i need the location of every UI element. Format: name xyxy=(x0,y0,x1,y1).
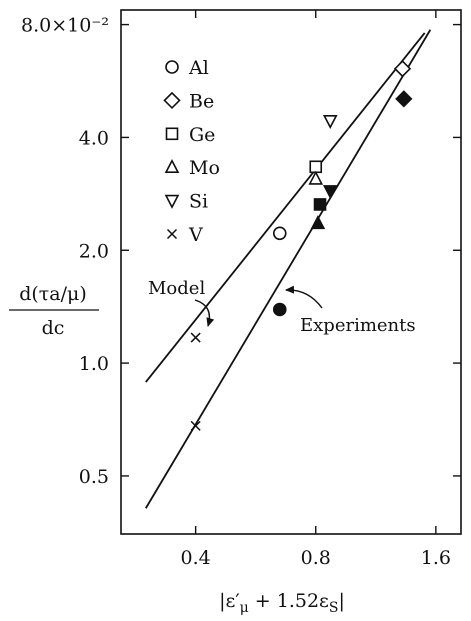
point-experiments-be xyxy=(395,90,413,108)
legend-marker-v xyxy=(166,228,178,240)
annotation-arrow-experiments xyxy=(285,285,323,309)
x-axis-label-part: μ xyxy=(240,600,249,616)
annotations: Model Experiments xyxy=(148,278,416,336)
annotation-model: Model xyxy=(148,278,205,299)
point-experiments-v xyxy=(190,420,201,431)
plot-frame xyxy=(120,9,462,535)
legend-label-si: Si xyxy=(189,191,208,213)
fit-line-model xyxy=(145,32,426,383)
point-experiments-ge xyxy=(313,198,327,211)
point-experiments-mo xyxy=(310,215,326,230)
annotation-arrow-model xyxy=(194,299,215,327)
x-axis-label: |ε′μ + 1.52εS| xyxy=(219,590,345,616)
point-model-al xyxy=(272,226,287,241)
point-model-be xyxy=(393,60,412,78)
legend-label-al: Al xyxy=(188,57,209,79)
x-tick-label: 1.6 xyxy=(421,547,451,569)
legend-marker-mo xyxy=(164,158,180,173)
y-tick-label: 8.0×10⁻² xyxy=(21,15,109,37)
cross-stroke xyxy=(190,332,201,343)
y-axis-label-numerator: d(τa/μ) xyxy=(19,283,87,305)
axis-titles: |ε′μ + 1.52εS| d(τa/μ) dc xyxy=(9,283,345,616)
point-experiments-al xyxy=(272,302,287,317)
legend: Al Be Ge Mo Si V xyxy=(163,57,220,246)
point-model-v xyxy=(190,332,201,343)
point-model-mo xyxy=(308,170,324,185)
x-axis-label-part: + 1.52ε xyxy=(249,590,329,612)
point-model-ge xyxy=(309,160,323,174)
y-tick-label: 1.0 xyxy=(79,353,109,375)
cross-stroke xyxy=(190,420,201,431)
x-axis-label-part: | xyxy=(339,590,345,612)
legend-label-v: V xyxy=(188,224,203,246)
y-tick-label: 0.5 xyxy=(79,466,109,488)
legend-marker-al xyxy=(165,60,179,74)
x-tick-label: 0.4 xyxy=(181,547,211,569)
y-tick-label: 4.0 xyxy=(79,127,109,149)
point-experiments-si xyxy=(322,185,338,200)
legend-marker-be xyxy=(163,91,181,110)
y-tick-label: 2.0 xyxy=(79,240,109,262)
x-tick-label: 0.8 xyxy=(301,547,331,569)
cross-stroke xyxy=(166,228,178,240)
legend-label-be: Be xyxy=(189,90,214,112)
y-axis-label-denominator: dc xyxy=(42,317,65,339)
axis-ticks: 0.4 0.8 1.6 0.5 1.0 2.0 4.0 8.0×10⁻² xyxy=(21,10,461,569)
legend-marker-ge xyxy=(165,127,179,141)
data-points xyxy=(190,60,413,431)
x-axis-label-part: |ε′ xyxy=(219,590,240,612)
x-axis-label-part: S xyxy=(329,600,339,616)
point-model-si xyxy=(322,115,338,130)
legend-marker-si xyxy=(164,194,180,209)
annotation-experiments: Experiments xyxy=(300,315,416,336)
legend-label-ge: Ge xyxy=(189,124,215,146)
legend-label-mo: Mo xyxy=(189,157,220,179)
